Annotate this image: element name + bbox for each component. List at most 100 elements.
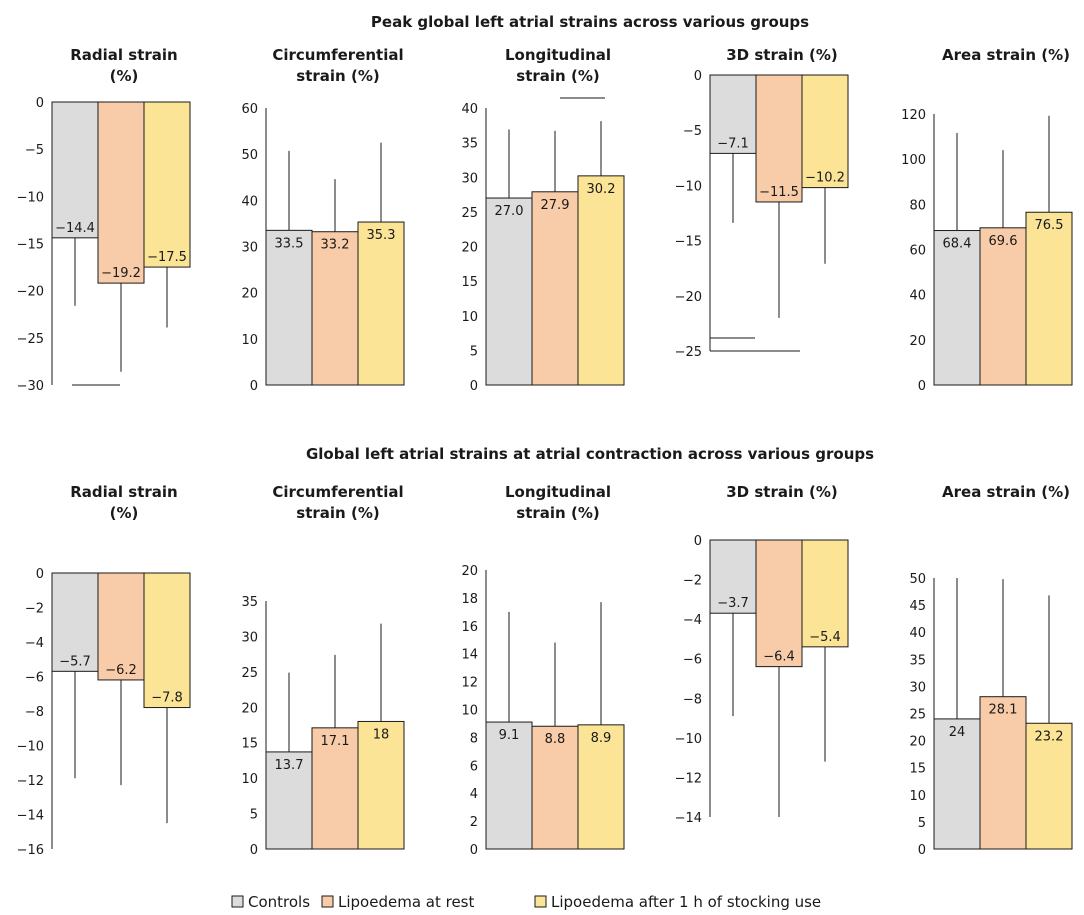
bar	[1025, 722, 1073, 850]
y-tick-label: −14	[17, 809, 44, 824]
data-label: 27.9	[541, 198, 570, 213]
panel-title: Circumferential	[272, 46, 403, 64]
panel-title: Radial strain	[70, 46, 177, 64]
y-tick-label: 0	[470, 379, 478, 394]
y-tick-label: −10	[17, 190, 44, 205]
data-label: −11.5	[759, 185, 799, 200]
y-tick-label: −14	[675, 811, 702, 826]
bar	[933, 230, 981, 386]
y-tick-label: −10	[675, 732, 702, 747]
panel-1-1: Radial strain (%) 0 −5 −10 −15 −20 −25 −30 −14.4 −…	[17, 46, 191, 394]
bar	[143, 101, 191, 268]
data-label: 23.2	[1035, 729, 1064, 744]
y-tick-label: −20	[17, 285, 44, 300]
y-tick-label: 80	[909, 198, 926, 213]
y-tick-label: 10	[241, 333, 258, 348]
y-tick-label: −8	[25, 705, 44, 720]
y-tick-label: 25	[241, 666, 258, 681]
bar	[357, 720, 405, 850]
panel-2-1: Radial strain (%) 0 −2 −4 −6 −8 −10 −12 −14 −16 −5.…	[17, 483, 191, 858]
y-tick-label: 0	[694, 534, 702, 549]
panel-title: Radial strain	[70, 483, 177, 501]
data-label: 69.6	[989, 234, 1018, 249]
legend: Controls Lipoedema at rest Lipoedema after…	[231, 893, 821, 911]
legend-item: Controls	[231, 893, 310, 911]
y-tick-label: 40	[461, 102, 478, 117]
bar	[531, 191, 579, 386]
data-label: −5.7	[59, 654, 91, 669]
y-tick-label: −10	[17, 740, 44, 755]
y-tick-label: 5	[918, 816, 926, 831]
y-tick-label: −10	[675, 179, 702, 194]
panel-title: 3D strain (%)	[726, 483, 838, 501]
y-tick-label: 35	[461, 137, 478, 152]
panel-title: Circumferential	[272, 483, 403, 501]
y-tick-label: −5	[25, 143, 44, 158]
y-tick-label: −15	[17, 238, 44, 253]
data-label: 28.1	[989, 703, 1018, 718]
legend-swatch	[534, 895, 547, 908]
bar	[97, 101, 145, 284]
y-tick-label: 35	[241, 595, 258, 610]
y-tick-label: 120	[901, 108, 926, 123]
y-tick-label: −6	[25, 671, 44, 686]
y-tick-label: 14	[461, 648, 478, 663]
y-tick-label: 8	[470, 731, 478, 746]
bar	[97, 572, 145, 681]
bar	[51, 572, 99, 672]
panel-2-3: Longitudinal strain (%) 0 2 4 6 8 10 12 14 16 18 20 9…	[461, 483, 625, 858]
data-label: 13.7	[275, 758, 304, 773]
y-tick-label: 12	[461, 676, 478, 691]
y-tick-label: 40	[909, 289, 926, 304]
y-tick-label: 30	[241, 630, 258, 645]
data-label: 8.9	[591, 731, 612, 746]
panel-1-4: 3D strain (%) 0 −5 −10 −15 −20 −25 −7.1 −11.5 −10…	[675, 46, 849, 360]
y-tick-label: −15	[675, 235, 702, 250]
bar	[577, 724, 625, 850]
bar	[755, 539, 803, 668]
y-tick-label: 0	[694, 69, 702, 84]
y-tick-label: 30	[909, 680, 926, 695]
y-tick-label: 2	[470, 815, 478, 830]
data-label: −7.8	[151, 691, 183, 706]
y-tick-label: −2	[683, 574, 702, 589]
panel-1-3: Longitudinal strain (%) 0 5 10 15 20 25 30 35 40 27…	[461, 46, 625, 394]
data-label: 68.4	[943, 237, 972, 252]
data-label: −10.2	[805, 171, 845, 186]
y-tick-label: 0	[36, 96, 44, 111]
y-tick-label: 0	[918, 379, 926, 394]
row-title-contraction: Global left atrial strains at atrial con…	[306, 445, 874, 463]
data-label: 35.3	[367, 228, 396, 243]
y-tick-label: 45	[909, 599, 926, 614]
y-tick-label: 30	[241, 241, 258, 256]
y-tick-label: −2	[25, 602, 44, 617]
data-label: 33.2	[321, 238, 350, 253]
y-tick-label: 20	[461, 241, 478, 256]
y-tick-label: 0	[250, 379, 258, 394]
y-tick-label: 0	[36, 567, 44, 582]
data-label: −17.5	[147, 250, 187, 265]
y-tick-label: 15	[909, 762, 926, 777]
bar	[801, 539, 849, 648]
data-label: −19.2	[101, 266, 141, 281]
row-title-peak: Peak global left atrial strains across v…	[371, 13, 809, 31]
panel-title: strain (%)	[296, 67, 379, 85]
y-tick-label: 30	[461, 171, 478, 186]
y-tick-label: −20	[675, 290, 702, 305]
data-label: −14.4	[55, 221, 95, 236]
y-tick-label: 100	[901, 153, 926, 168]
bar	[311, 231, 359, 386]
bar	[801, 74, 849, 189]
panel-1-5: Area strain (%) 0 20 40 60 80 100 120 68.4 69.6 76…	[901, 46, 1073, 394]
legend-label: Lipoedema at rest	[338, 893, 474, 911]
panel-title: strain (%)	[296, 504, 379, 522]
bar	[357, 221, 405, 386]
y-tick-label: 10	[241, 772, 258, 787]
y-tick-label: 40	[241, 194, 258, 209]
y-tick-label: 40	[909, 626, 926, 641]
y-tick-label: 0	[918, 843, 926, 858]
y-tick-label: 10	[461, 310, 478, 325]
legend-item: Lipoedema after 1 h of stocking use	[534, 893, 821, 911]
panel-title: strain (%)	[516, 67, 599, 85]
